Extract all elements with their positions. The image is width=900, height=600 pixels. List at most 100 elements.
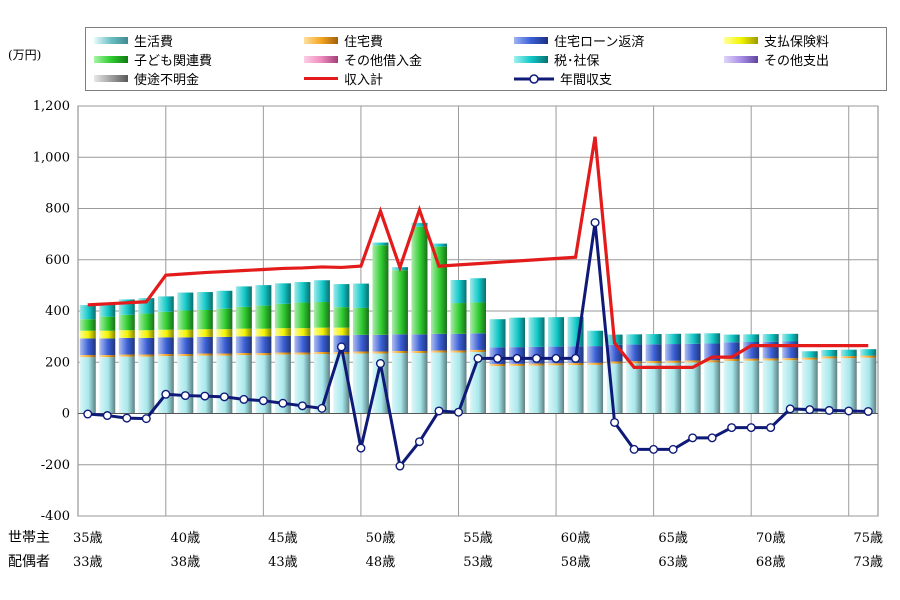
bar-insurance — [196, 329, 213, 337]
bar-living — [762, 360, 779, 414]
balance-point — [258, 396, 268, 406]
bar-housing — [665, 360, 682, 363]
bar-housing — [801, 357, 818, 360]
bar-loan — [684, 343, 701, 361]
head-age-label: 45歳 — [268, 531, 298, 546]
bar-housing — [118, 354, 135, 357]
bar-children — [255, 305, 272, 329]
balance-point — [785, 404, 795, 414]
head-age-label: 55歳 — [463, 531, 493, 546]
bar-insurance — [99, 330, 116, 339]
bar-living — [79, 357, 96, 414]
bar-living — [587, 364, 604, 414]
bar-living — [801, 359, 818, 414]
bar-housing — [645, 360, 662, 364]
bar-tax — [782, 333, 799, 342]
bar-tax — [743, 334, 760, 343]
bar-housing — [723, 358, 740, 361]
balance-point — [473, 353, 483, 363]
bar-living — [138, 356, 155, 414]
y-tick-label: -400 — [41, 509, 70, 524]
bar-tax — [821, 349, 838, 357]
legend-item-income: 収入計 — [304, 70, 384, 88]
bar-children — [352, 307, 369, 335]
bar-insurance — [255, 328, 272, 337]
bar-housing — [430, 350, 447, 353]
bar-loan — [79, 338, 96, 356]
bar-tax — [626, 334, 643, 345]
y-tick-label: -200 — [41, 458, 70, 473]
bar-living — [391, 353, 408, 414]
bar-living — [177, 356, 194, 414]
bar-loan — [235, 336, 252, 354]
bar-insurance — [235, 328, 252, 337]
bar-insurance — [177, 329, 194, 338]
bar-living — [489, 366, 506, 414]
legend-item-housing: 住宅費 — [304, 32, 383, 50]
bar-insurance — [138, 330, 155, 338]
bar-loan — [665, 344, 682, 361]
legend-label-income: 収入計 — [344, 73, 384, 88]
bar-children — [138, 313, 155, 331]
balance-point — [122, 413, 132, 423]
bar-children — [333, 307, 350, 328]
balance-point — [239, 394, 249, 404]
row-label-head: 世帯主 — [8, 530, 50, 546]
bar-living — [509, 365, 526, 414]
legend-swatch-income — [304, 77, 338, 80]
legend-swatch-tax — [514, 56, 548, 63]
bar-loan — [352, 334, 369, 352]
bar-living — [860, 357, 877, 414]
y-tick-label: 200 — [45, 355, 70, 370]
balance-point — [707, 433, 717, 443]
legend-item-living: 生活費 — [94, 32, 173, 50]
bar-housing — [255, 353, 272, 356]
bar-housing — [509, 363, 526, 366]
bar-tax — [99, 302, 116, 317]
y-tick-label: 400 — [45, 304, 70, 319]
bar-tax — [704, 333, 721, 344]
bar-tax — [684, 333, 701, 344]
bar-tax — [801, 351, 818, 358]
bar-children — [235, 306, 252, 329]
bar-loan — [645, 344, 662, 361]
balance-point — [863, 406, 873, 416]
bar-tax — [313, 280, 330, 303]
bar-tax — [860, 349, 877, 356]
legend-label-insurance: 支払保険料 — [764, 35, 830, 50]
head-age-label: 70歳 — [756, 531, 786, 546]
bar-living — [567, 365, 584, 414]
legend: 生活費 住宅費 住宅ローン返済 支払保険料 子ども関連費 その他借入金 税･社保… — [85, 27, 887, 91]
legend-item-otherloan: その他借入金 — [304, 51, 423, 69]
legend-swatch-housing — [304, 37, 338, 44]
bar-living — [157, 356, 174, 414]
legend-swatch-balance — [514, 73, 554, 84]
bar-living — [548, 365, 565, 414]
bar-living — [840, 358, 857, 414]
legend-item-otherexp: その他支出 — [724, 51, 829, 69]
bar-children — [99, 316, 116, 331]
bar-tax — [509, 317, 526, 348]
spouse-age-label: 43歳 — [268, 555, 298, 570]
bar-children — [372, 245, 389, 335]
legend-item-insurance: 支払保険料 — [724, 32, 830, 50]
balance-point — [649, 444, 659, 454]
bar-tax — [430, 243, 447, 247]
y-axis-unit-label: (万円) — [8, 48, 42, 62]
bar-living — [704, 362, 721, 414]
balance-point — [200, 391, 210, 401]
bar-living — [430, 352, 447, 414]
bar-children — [274, 303, 291, 329]
head-age-label: 60歳 — [561, 531, 591, 546]
bar-loan — [626, 344, 643, 362]
bar-tax — [216, 290, 233, 309]
bar-loan — [255, 336, 272, 354]
legend-item-balance: 年間収支 — [514, 70, 612, 88]
bar-housing — [626, 361, 643, 364]
legend-label-otherloan: その他借入金 — [344, 54, 423, 69]
bar-insurance — [274, 328, 291, 336]
bar-living — [294, 354, 311, 414]
balance-point — [610, 417, 620, 427]
legend-swatch-insurance — [724, 37, 758, 44]
